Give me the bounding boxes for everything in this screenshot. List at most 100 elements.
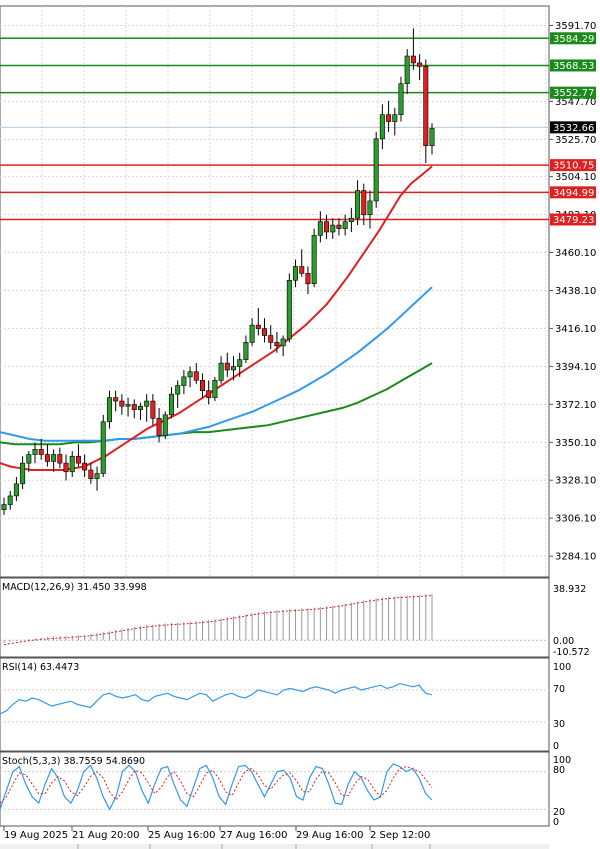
candle [175,380,181,408]
candle [113,390,119,412]
candle [386,100,392,132]
resistance-level-tag [550,59,596,72]
candle [423,59,429,163]
time-axis: 19 Aug 2025 21 Aug 20:00 25 Aug 16:00 27 Au… [0,826,549,849]
candle [404,49,410,94]
candle-body-down [199,380,205,391]
price-tick-label: 3416.10 [555,324,596,335]
candle [379,104,385,150]
support-level-tag-label: 3494.99 [553,188,594,199]
bottom-strip [0,844,549,849]
candle-body-up [212,380,218,398]
candle [348,207,354,232]
candle [274,332,280,353]
current-price-tag [550,121,596,134]
candle [373,131,379,208]
candle-body-up [1,504,7,511]
stochastic-lines [0,763,549,811]
candle [280,335,286,357]
price-tick-label: 3504.10 [555,172,596,183]
resistance-level-tag [550,32,596,45]
candle [137,402,143,421]
sma-mid-line [0,286,433,442]
time-tick-label: 29 Aug 16:00 [296,830,363,841]
candle-body-up [51,454,57,462]
macd-zero-label: 0.00 [553,636,574,647]
candle-body-up [69,455,75,473]
rsi-level-0: 0 [553,741,559,752]
price-tick-label: 3328.10 [555,476,596,487]
rsi-level-100: 100 [553,662,571,673]
candle-body-down [274,342,280,347]
candle [119,394,125,415]
rsi-level-70: 70 [553,684,565,695]
candle-body-up [355,190,361,219]
candle [94,466,100,491]
time-tick-label: 2 Sep 12:00 [370,830,430,841]
candle-body-up [237,359,243,367]
price-tick-label: 3438.10 [555,286,596,297]
candle-body-up [106,397,112,423]
candle [410,28,416,70]
candle-body-down [224,362,230,371]
support-level-tag [550,159,596,172]
candle [51,449,57,472]
candle-body-up [13,483,19,497]
grid-lines [0,6,549,577]
rsi-series [0,682,433,715]
candle [417,54,423,81]
candle-body-up [379,114,385,140]
price-tick-label: 3591.70 [555,21,596,32]
candle [32,442,38,464]
candle-body-down [268,335,274,343]
candle-body-up [429,128,435,147]
candle [131,399,137,419]
candle-body-down [410,55,416,64]
candle [336,218,342,236]
macd-top-label: 38.932 [553,584,586,595]
candle-body-up [162,414,168,436]
candle-body-up [342,221,348,229]
candle [429,123,435,155]
stoch-panel-frame [0,751,550,827]
candle-body-up [32,449,38,455]
time-tick-label: 19 Aug 2025 [4,830,68,841]
candle-body-down [423,66,429,147]
candle-body-down [262,328,268,336]
resistance-level-tag-label: 3552.77 [553,88,594,99]
candle-body-up [398,83,404,115]
candle [199,373,205,398]
time-tick-label: 25 Aug 16:00 [148,830,215,841]
candle [342,214,348,236]
rsi-line [0,682,549,723]
candle-body-up [125,404,131,407]
candle-body-up [20,462,26,485]
support-resistance-levels [0,37,549,221]
rsi-label: RSI(14) 63.4473 [2,662,79,673]
candle [311,228,317,288]
resistance-level-tag-label: 3568.53 [553,61,594,72]
candle-body-up [94,473,100,479]
resistance-level-tag [550,86,596,99]
rsi-panel-frame [0,657,550,752]
candle-body-up [348,217,354,222]
candle-body-down [75,455,81,464]
candle-body-up [7,495,13,505]
candle [367,190,373,229]
price-tick-label: 3460.10 [555,248,596,259]
candle-body-down [88,469,94,479]
candle [299,249,305,277]
candle [237,352,243,377]
macd-panel-frame [0,577,550,658]
candle [392,107,398,136]
support-level-tag [550,213,596,226]
candle-body-down [38,449,44,455]
candle-body-up [280,338,286,347]
candle-body-down [324,221,330,233]
sma-slow-line [0,362,433,446]
candle [249,318,255,346]
macd-label: MACD(12,26,9) 31.450 33.998 [2,582,147,593]
price-tick-label: 3306.10 [555,514,596,525]
level-price-tags: 3584.29 3568.53 3552.77 3510.75 3494.99 3479.… [550,32,596,226]
candle [218,356,224,384]
